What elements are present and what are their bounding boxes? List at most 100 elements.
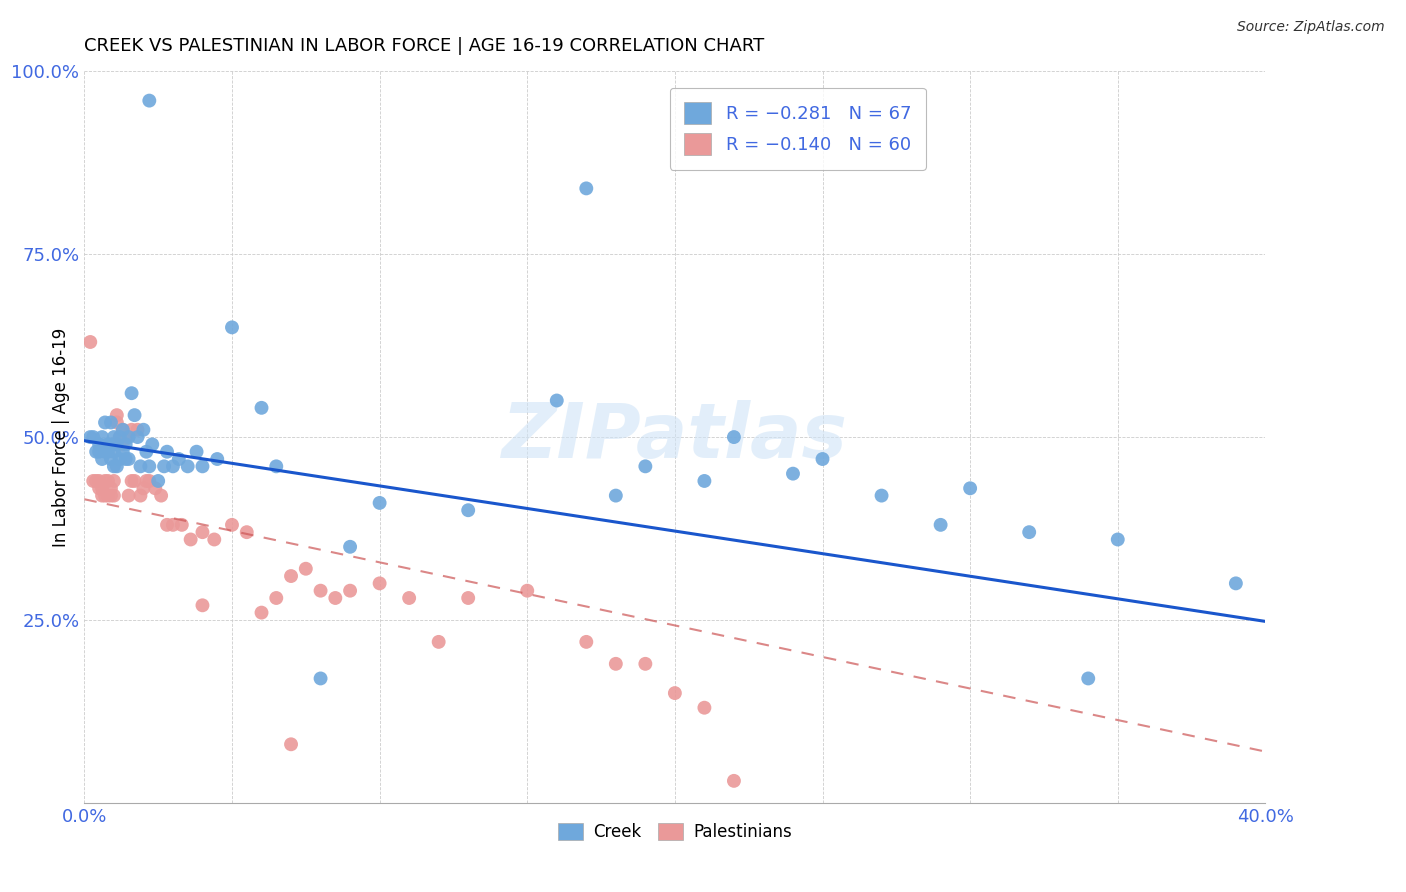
Point xyxy=(138,474,160,488)
Point xyxy=(94,444,117,458)
Point xyxy=(121,386,143,401)
Point xyxy=(103,444,125,458)
Point xyxy=(339,583,361,598)
Point xyxy=(153,459,176,474)
Point xyxy=(121,474,143,488)
Point xyxy=(111,444,134,458)
Point xyxy=(97,437,120,451)
Point xyxy=(167,452,190,467)
Point xyxy=(156,517,179,532)
Point xyxy=(129,489,152,503)
Point xyxy=(202,533,225,547)
Point xyxy=(124,474,146,488)
Point xyxy=(811,452,834,467)
Point xyxy=(94,416,117,430)
Point xyxy=(693,700,716,714)
Point xyxy=(221,320,243,334)
Point xyxy=(138,459,160,474)
Point xyxy=(124,408,146,422)
Point xyxy=(236,525,259,540)
Y-axis label: In Labor Force | Age 16-19: In Labor Force | Age 16-19 xyxy=(52,327,70,547)
Point xyxy=(129,459,152,474)
Point xyxy=(959,481,981,495)
Point xyxy=(634,459,657,474)
Point xyxy=(97,474,120,488)
Point xyxy=(266,459,288,474)
Point xyxy=(368,496,391,510)
Point xyxy=(295,562,318,576)
Point xyxy=(103,459,125,474)
Point xyxy=(325,591,347,605)
Point xyxy=(121,423,143,437)
Point xyxy=(105,459,128,474)
Point xyxy=(84,474,107,488)
Point xyxy=(79,430,101,444)
Point xyxy=(280,737,302,751)
Text: CREEK VS PALESTINIAN IN LABOR FORCE | AGE 16-19 CORRELATION CHART: CREEK VS PALESTINIAN IN LABOR FORCE | AG… xyxy=(84,37,765,54)
Point xyxy=(156,444,179,458)
Point xyxy=(108,430,131,444)
Point xyxy=(427,635,450,649)
Point xyxy=(398,591,420,605)
Point xyxy=(91,452,114,467)
Point xyxy=(82,474,104,488)
Point xyxy=(87,474,111,488)
Point xyxy=(266,591,288,605)
Point xyxy=(782,467,804,481)
Point xyxy=(103,489,125,503)
Point xyxy=(91,481,114,495)
Point xyxy=(111,423,134,437)
Point xyxy=(87,444,111,458)
Point xyxy=(150,489,173,503)
Point xyxy=(457,503,479,517)
Point xyxy=(82,430,104,444)
Point xyxy=(87,437,111,451)
Point xyxy=(191,459,214,474)
Point xyxy=(170,517,193,532)
Point xyxy=(100,437,122,451)
Point xyxy=(79,334,101,349)
Point xyxy=(127,423,149,437)
Point xyxy=(105,416,128,430)
Point xyxy=(100,481,122,495)
Point xyxy=(693,474,716,488)
Point xyxy=(221,517,243,532)
Point xyxy=(132,481,155,495)
Point xyxy=(250,606,273,620)
Point xyxy=(339,540,361,554)
Point xyxy=(1225,576,1247,591)
Point xyxy=(191,525,214,540)
Point xyxy=(94,489,117,503)
Point xyxy=(723,430,745,444)
Point xyxy=(162,517,184,532)
Point xyxy=(87,481,111,495)
Point xyxy=(870,489,893,503)
Point xyxy=(309,672,332,686)
Point xyxy=(108,430,131,444)
Point xyxy=(118,452,141,467)
Point xyxy=(575,181,598,195)
Point xyxy=(105,408,128,422)
Point xyxy=(180,533,202,547)
Point xyxy=(138,94,160,108)
Point xyxy=(111,437,134,451)
Point xyxy=(546,393,568,408)
Point xyxy=(97,444,120,458)
Text: Source: ZipAtlas.com: Source: ZipAtlas.com xyxy=(1237,20,1385,34)
Point xyxy=(575,635,598,649)
Point xyxy=(207,452,229,467)
Point xyxy=(143,481,166,495)
Point xyxy=(1077,672,1099,686)
Point xyxy=(135,444,157,458)
Point xyxy=(605,489,627,503)
Point xyxy=(108,452,131,467)
Point xyxy=(186,444,208,458)
Point xyxy=(103,430,125,444)
Point xyxy=(105,437,128,451)
Point xyxy=(250,401,273,415)
Point xyxy=(100,416,122,430)
Point xyxy=(111,423,134,437)
Point xyxy=(91,430,114,444)
Point xyxy=(84,444,107,458)
Point xyxy=(309,583,332,598)
